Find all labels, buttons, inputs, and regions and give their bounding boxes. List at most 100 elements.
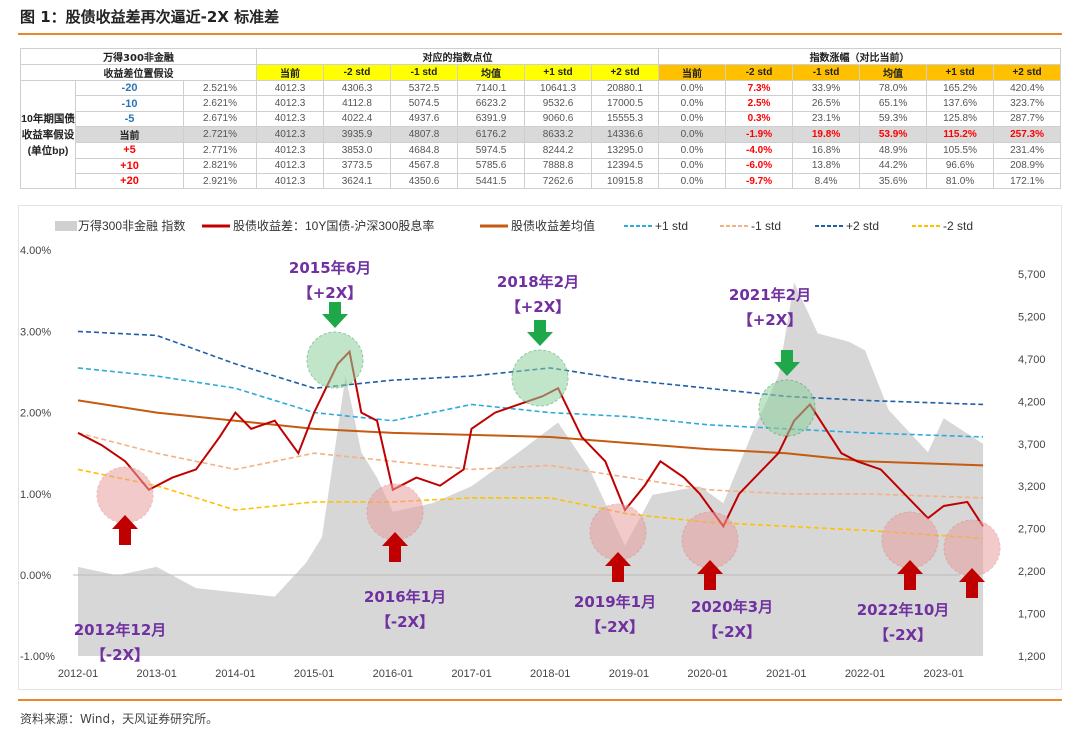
- change-cell: 53.9%: [859, 126, 928, 144]
- table-row: 当前 2.721% 4012.3 3935.9 4807.8 6176.2 8633.2 14…: [21, 126, 1062, 144]
- col-header-points: -2 std: [323, 64, 392, 81]
- y-right-tick: 1,700: [1018, 609, 1046, 621]
- annotation-tag: 【-2X】: [874, 626, 932, 644]
- header-change: 指数涨幅（对比当前）: [658, 48, 1062, 65]
- annotation-date: 2019年1月: [574, 593, 656, 611]
- change-cell: 35.6%: [859, 172, 928, 190]
- change-cell: 231.4%: [993, 142, 1062, 159]
- annotation: 2022年10月【-2X】: [857, 511, 949, 644]
- annotation-date: 2018年2月: [497, 273, 579, 291]
- col-header-change: -2 std: [725, 64, 794, 81]
- table-row: +10 2.821% 4012.3 3773.5 4567.8 5785.6 7888.8 1…: [21, 157, 1062, 174]
- yield-cell: 2.521%: [182, 79, 258, 97]
- arrow-down-icon: [527, 320, 553, 346]
- trough-marker: [589, 503, 647, 561]
- title-divider: [18, 33, 1062, 35]
- col-header-change: +1 std: [926, 64, 995, 81]
- change-cell: 26.5%: [792, 95, 861, 112]
- trough-marker: [943, 519, 1001, 577]
- points-cell: 5785.6: [457, 157, 526, 174]
- y-right-tick: 3,700: [1018, 439, 1046, 451]
- legend-item: -1 std: [751, 219, 781, 233]
- points-cell: 4012.3: [256, 79, 325, 97]
- points-cell: 4012.3: [256, 126, 325, 144]
- scenario-table: 万得300非金融 对应的指数点位 指数涨幅（对比当前） 收益差位置假设 当前 -2 std…: [19, 48, 1062, 190]
- points-cell: 6391.9: [457, 110, 526, 128]
- bp-cell: -5: [75, 110, 184, 128]
- change-cell: 0.0%: [658, 126, 727, 144]
- points-cell: 6176.2: [457, 126, 526, 144]
- annotation-date: 2021年2月: [729, 286, 811, 304]
- x-tick: 2018-01: [530, 668, 570, 680]
- legend-item: 万得300非金融 指数: [78, 218, 185, 233]
- y-left-tick: -1.00%: [20, 651, 55, 663]
- points-cell: 5441.5: [457, 172, 526, 190]
- change-cell: 16.8%: [792, 142, 861, 159]
- change-cell: 172.1%: [993, 172, 1062, 190]
- legend-item: -2 std: [943, 219, 973, 233]
- col-header-points: 当前: [256, 64, 325, 81]
- bp-cell: 当前: [75, 126, 184, 144]
- points-cell: 3935.9: [323, 126, 392, 144]
- x-tick: 2019-01: [609, 668, 649, 680]
- minus-1std-line: [77, 432, 984, 499]
- points-cell: 4012.3: [256, 172, 325, 190]
- x-tick: 2016-01: [373, 668, 413, 680]
- trough-marker: [681, 511, 739, 569]
- change-cell: 13.8%: [792, 157, 861, 174]
- peak-marker: [306, 331, 364, 389]
- minus-2std-line: [77, 468, 984, 540]
- y-right-tick: 5,200: [1018, 311, 1046, 323]
- bp-cell: -20: [75, 79, 184, 97]
- change-cell: -4.0%: [725, 142, 794, 159]
- points-cell: 7262.6: [524, 172, 593, 190]
- x-tick: 2023-01: [924, 668, 964, 680]
- source-note: 资料来源：Wind，天风证券研究所。: [20, 712, 219, 726]
- change-cell: 0.0%: [658, 95, 727, 112]
- points-cell: 4012.3: [256, 157, 325, 174]
- change-cell: 0.0%: [658, 79, 727, 97]
- change-cell: -1.9%: [725, 126, 794, 144]
- points-cell: 20880.1: [591, 79, 660, 97]
- side-label: 10年期国债收益率假设(单位bp): [20, 79, 76, 190]
- points-cell: 17000.5: [591, 95, 660, 112]
- change-cell: 19.8%: [792, 126, 861, 144]
- annotation: 2016年1月【-2X】: [364, 483, 446, 631]
- y-right-tick: 4,200: [1018, 396, 1046, 408]
- figure-title: 图 1：股债收益差再次逼近-2X 标准差: [20, 8, 280, 26]
- points-cell: 4350.6: [390, 172, 459, 190]
- bp-cell: +20: [75, 172, 184, 190]
- annotation-date: 2020年3月: [691, 598, 773, 616]
- annotation: 2020年3月【-2X】: [681, 511, 773, 641]
- points-cell: 4684.8: [390, 142, 459, 159]
- header-spread-assumption: 收益差位置假设: [19, 64, 258, 81]
- points-cell: 5974.5: [457, 142, 526, 159]
- peak-marker: [758, 379, 816, 437]
- change-cell: 2.5%: [725, 95, 794, 112]
- bp-cell: -10: [75, 95, 184, 112]
- arrow-up-icon: [897, 560, 923, 590]
- y-left-tick: 1.00%: [20, 489, 51, 501]
- col-header-change: 当前: [658, 64, 727, 81]
- x-tick: 2013-01: [137, 668, 177, 680]
- change-cell: 165.2%: [926, 79, 995, 97]
- change-cell: 65.1%: [859, 95, 928, 112]
- change-cell: 48.9%: [859, 142, 928, 159]
- bp-cell: +5: [75, 142, 184, 159]
- points-cell: 13295.0: [591, 142, 660, 159]
- y-right-tick: 1,200: [1018, 651, 1046, 663]
- yield-cell: 2.621%: [182, 95, 258, 112]
- annotation: 2019年1月【-2X】: [574, 503, 656, 636]
- trough-marker: [881, 511, 939, 569]
- arrow-down-icon: [322, 302, 348, 328]
- points-cell: 4022.4: [323, 110, 392, 128]
- points-cell: 4567.8: [390, 157, 459, 174]
- spread-chart: 4.00% 3.00% 2.00% 1.00% 0.00% -1.00% 5,700 5,20…: [20, 218, 1046, 680]
- change-cell: 0.0%: [658, 157, 727, 174]
- table-row: +5 2.771% 4012.3 3853.0 4684.8 5974.5 8244.2 13…: [21, 142, 1062, 159]
- y-left-tick: 0.00%: [20, 570, 51, 582]
- x-tick: 2012-01: [58, 668, 98, 680]
- points-cell: 8633.2: [524, 126, 593, 144]
- change-cell: 0.3%: [725, 110, 794, 128]
- change-cell: 287.7%: [993, 110, 1062, 128]
